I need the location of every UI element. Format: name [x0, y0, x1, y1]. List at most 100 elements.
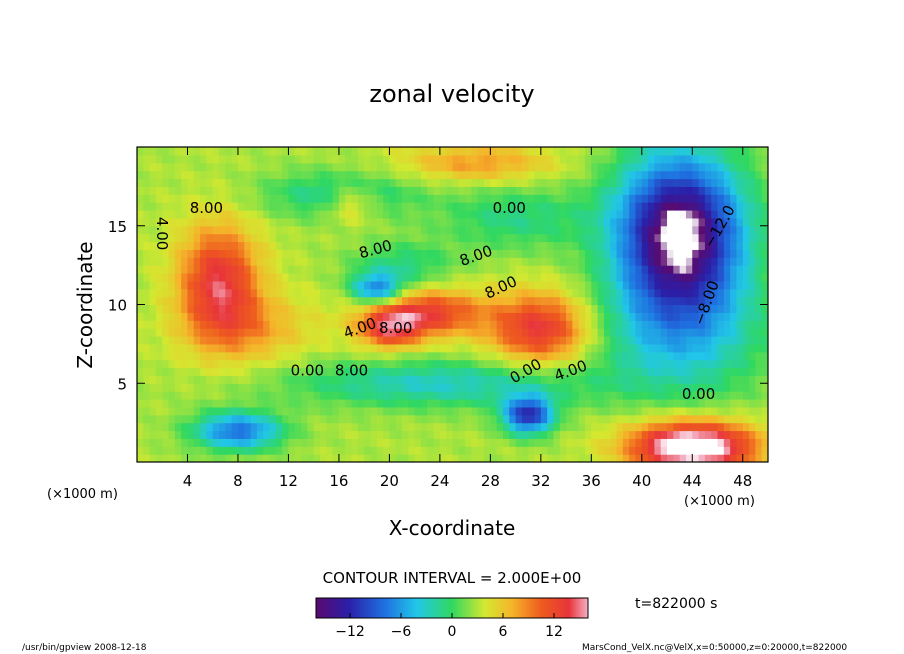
- heatmap-cell: [528, 304, 536, 313]
- heatmap-cell: [364, 147, 372, 156]
- heatmap-cell: [193, 336, 201, 345]
- heatmap-cell: [149, 249, 157, 258]
- heatmap-cell: [654, 178, 662, 187]
- heatmap-cell: [660, 359, 668, 369]
- heatmap-cell: [685, 406, 693, 416]
- heatmap-cell: [294, 210, 302, 219]
- heatmap-cell: [509, 312, 517, 321]
- heatmap-cell: [717, 265, 725, 274]
- heatmap-cell: [288, 170, 296, 180]
- heatmap-cell: [383, 210, 390, 219]
- heatmap-cell: [698, 375, 706, 384]
- heatmap-cell: [376, 430, 384, 439]
- heatmap-cell: [749, 170, 756, 180]
- heatmap-cell: [155, 280, 163, 290]
- heatmap-cell: [206, 217, 214, 227]
- heatmap-cell: [521, 446, 529, 455]
- heatmap-cell: [717, 312, 725, 321]
- heatmap-cell: [181, 154, 189, 164]
- heatmap-cell: [408, 414, 416, 424]
- heatmap-cell: [673, 296, 681, 306]
- heatmap-cell: [351, 406, 359, 416]
- heatmap-cell: [471, 343, 479, 353]
- heatmap-cell: [509, 430, 517, 439]
- heatmap-cell: [742, 304, 750, 313]
- heatmap-cell: [616, 280, 624, 290]
- heatmap-cell: [420, 288, 428, 298]
- heatmap-cell: [250, 328, 258, 337]
- heatmap-cell: [547, 367, 555, 376]
- heatmap-cell: [446, 186, 454, 195]
- heatmap-cell: [313, 367, 321, 376]
- heatmap-cell: [736, 257, 744, 266]
- heatmap-cell: [736, 430, 744, 439]
- heatmap-cell: [439, 391, 447, 400]
- heatmap-cell: [465, 328, 473, 337]
- heatmap-cell: [357, 351, 365, 361]
- heatmap-cell: [755, 273, 763, 282]
- heatmap-cell: [383, 343, 390, 353]
- heatmap-cell: [578, 351, 586, 361]
- heatmap-cell: [477, 162, 485, 172]
- heatmap-cell: [566, 249, 573, 258]
- heatmap-cell: [509, 320, 517, 329]
- heatmap-cell: [364, 399, 372, 408]
- heatmap-cell: [717, 422, 725, 432]
- heatmap-cell: [326, 288, 334, 298]
- heatmap-cell: [137, 257, 144, 266]
- heatmap-cell: [143, 446, 151, 455]
- colorbar: −12 −6 0 6 12: [315, 597, 589, 640]
- heatmap-cell: [420, 233, 428, 243]
- heatmap-cell: [181, 288, 189, 298]
- heatmap-cell: [376, 162, 384, 172]
- heatmap-cell: [717, 217, 725, 227]
- heatmap-cell: [458, 257, 466, 266]
- heatmap-cell: [244, 375, 252, 384]
- heatmap-cell: [484, 154, 491, 164]
- heatmap-cell: [364, 351, 372, 361]
- heatmap-cell: [137, 178, 144, 187]
- heatmap-cell: [673, 446, 681, 455]
- heatmap-cell: [345, 320, 353, 329]
- heatmap-cell: [187, 422, 195, 432]
- heatmap-cell: [566, 446, 573, 455]
- heatmap-cell: [654, 446, 662, 455]
- heatmap-cell: [383, 154, 390, 164]
- heatmap-cell: [502, 288, 510, 298]
- heatmap-cell: [237, 217, 245, 227]
- heatmap-cell: [559, 367, 567, 376]
- heatmap-cell: [553, 414, 561, 424]
- heatmap-cell: [534, 343, 542, 353]
- heatmap-cell: [749, 383, 756, 392]
- heatmap-cell: [559, 249, 567, 258]
- heatmap-cell: [402, 186, 409, 195]
- heatmap-cell: [603, 249, 611, 258]
- heatmap-cell: [553, 406, 561, 416]
- heatmap-cell: [301, 280, 308, 290]
- heatmap-cell: [730, 147, 738, 156]
- heatmap-cell: [635, 194, 643, 203]
- heatmap-cell: [155, 217, 163, 227]
- heatmap-cell: [383, 225, 390, 235]
- heatmap-cell: [338, 438, 346, 447]
- heatmap-cell: [711, 367, 719, 376]
- heatmap-cell: [515, 351, 523, 361]
- heatmap-cell: [515, 273, 523, 282]
- heatmap-cell: [282, 328, 290, 337]
- heatmap-cell: [332, 296, 340, 306]
- heatmap-cell: [351, 312, 359, 321]
- heatmap-cell: [155, 359, 163, 369]
- heatmap-cell: [137, 154, 144, 164]
- heatmap-cell: [319, 391, 327, 400]
- heatmap-cell: [162, 359, 170, 369]
- heatmap-cell: [427, 280, 435, 290]
- heatmap-cell: [351, 367, 359, 376]
- heatmap-cell: [181, 273, 189, 282]
- heatmap-cell: [357, 154, 365, 164]
- heatmap-cell: [629, 454, 637, 462]
- heatmap-cell: [250, 351, 258, 361]
- heatmap-cell: [206, 446, 214, 455]
- heatmap-cell: [509, 186, 517, 195]
- heatmap-cell: [717, 162, 725, 172]
- heatmap-cell: [288, 422, 296, 432]
